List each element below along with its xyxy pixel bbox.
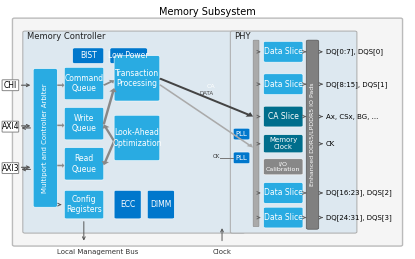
Polygon shape [159, 84, 253, 148]
FancyBboxPatch shape [2, 80, 19, 91]
Text: Memory Controller: Memory Controller [27, 32, 105, 41]
Text: AXI4: AXI4 [2, 122, 19, 131]
Polygon shape [159, 78, 253, 117]
Text: Look-Ahead
Optimization: Look-Ahead Optimization [112, 128, 162, 148]
Text: Multiport and Controller Arbiter: Multiport and Controller Arbiter [42, 83, 48, 193]
Text: CA: CA [207, 84, 215, 89]
FancyBboxPatch shape [110, 48, 147, 63]
Text: PLL: PLL [236, 131, 247, 137]
Text: Enhanced DDR5/LPDDR5 IO Pads: Enhanced DDR5/LPDDR5 IO Pads [310, 83, 315, 186]
Text: Data Slice: Data Slice [264, 47, 303, 56]
Text: I/O
Calibration: I/O Calibration [266, 161, 300, 172]
Polygon shape [57, 163, 64, 168]
FancyBboxPatch shape [114, 115, 160, 161]
Text: DATA: DATA [200, 91, 214, 96]
Text: CK: CK [326, 141, 335, 147]
Text: DQ[24:31], DQS[3]: DQ[24:31], DQS[3] [326, 214, 391, 221]
Polygon shape [103, 80, 114, 86]
FancyBboxPatch shape [264, 74, 303, 95]
Polygon shape [103, 88, 117, 125]
FancyBboxPatch shape [64, 67, 104, 100]
Text: Transaction
Processing: Transaction Processing [115, 69, 159, 88]
Text: Ax, CSx, BG, ...: Ax, CSx, BG, ... [326, 113, 378, 120]
FancyBboxPatch shape [264, 159, 303, 175]
Text: PLL: PLL [236, 155, 247, 161]
Polygon shape [103, 124, 115, 141]
FancyBboxPatch shape [2, 163, 19, 174]
FancyBboxPatch shape [73, 48, 104, 63]
FancyBboxPatch shape [264, 135, 303, 153]
FancyBboxPatch shape [64, 190, 104, 219]
Text: Command
Queue: Command Queue [64, 74, 104, 93]
Text: BIST: BIST [80, 51, 97, 60]
FancyBboxPatch shape [233, 128, 250, 140]
Text: Data Slice: Data Slice [264, 80, 303, 89]
Text: PHY: PHY [234, 32, 251, 41]
FancyBboxPatch shape [253, 40, 259, 227]
FancyBboxPatch shape [306, 40, 319, 229]
Polygon shape [57, 123, 64, 128]
Text: CK: CK [212, 154, 220, 159]
Text: Write
Queue: Write Queue [72, 114, 96, 133]
FancyBboxPatch shape [33, 69, 57, 207]
FancyBboxPatch shape [264, 41, 303, 62]
Text: DQ[8:15], DQS[1]: DQ[8:15], DQS[1] [326, 81, 387, 88]
FancyBboxPatch shape [114, 190, 141, 219]
Text: Data Slice: Data Slice [264, 213, 303, 222]
Text: ECC: ECC [120, 200, 135, 209]
Text: CA Slice: CA Slice [268, 112, 299, 121]
Text: Config
Registers: Config Registers [66, 195, 102, 214]
FancyBboxPatch shape [12, 18, 403, 246]
Text: Memory
Clock: Memory Clock [269, 137, 298, 150]
Polygon shape [57, 83, 64, 88]
FancyBboxPatch shape [264, 183, 303, 203]
FancyBboxPatch shape [230, 31, 357, 233]
FancyBboxPatch shape [114, 56, 160, 101]
Text: Memory Subsystem: Memory Subsystem [159, 7, 256, 17]
Text: CHI: CHI [4, 81, 17, 90]
FancyBboxPatch shape [23, 31, 245, 233]
FancyBboxPatch shape [264, 106, 303, 127]
Text: DQ[16:23], DQS[2]: DQ[16:23], DQS[2] [326, 190, 391, 196]
FancyBboxPatch shape [264, 207, 303, 228]
FancyBboxPatch shape [233, 152, 250, 164]
Polygon shape [102, 141, 115, 165]
Text: Read
Queue: Read Queue [72, 154, 96, 174]
Text: AXI3: AXI3 [2, 164, 19, 172]
Text: Low Power: Low Power [108, 51, 149, 60]
FancyBboxPatch shape [2, 121, 19, 132]
Text: DIMM: DIMM [150, 200, 171, 209]
Text: Local Management Bus: Local Management Bus [57, 249, 138, 255]
Text: DQ[0:7], DQS[0]: DQ[0:7], DQS[0] [326, 48, 383, 55]
FancyBboxPatch shape [147, 190, 174, 219]
FancyBboxPatch shape [64, 148, 104, 180]
Text: Clock: Clock [212, 249, 232, 255]
Text: Data Slice: Data Slice [264, 189, 303, 197]
FancyBboxPatch shape [64, 107, 104, 140]
